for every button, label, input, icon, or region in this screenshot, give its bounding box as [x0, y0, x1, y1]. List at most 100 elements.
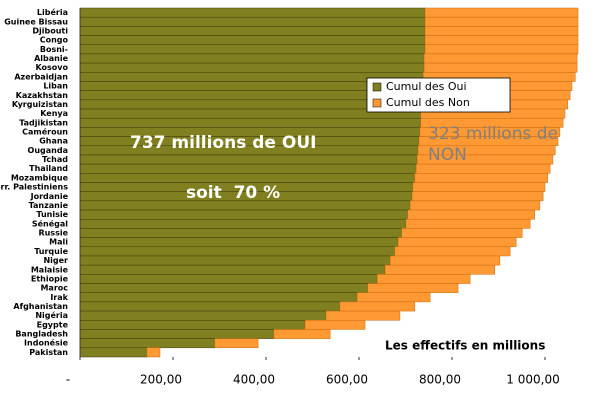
bar-segment: [367, 283, 459, 293]
category-label: Djibouti: [32, 26, 68, 35]
bar-segment: [414, 173, 549, 183]
x-tick-label: -: [66, 373, 70, 387]
annotation: soit 70 %: [186, 183, 280, 203]
category-label: Mali: [49, 238, 68, 247]
category-label: Irak: [50, 293, 68, 302]
category-label: Azerbaidjan: [14, 72, 68, 81]
bar-segment: [376, 274, 471, 284]
bar-segment: [214, 338, 259, 349]
bar-segment: [424, 44, 579, 55]
bar-segment: [424, 35, 579, 45]
category-label: Ethiopie: [31, 274, 69, 283]
bar-segment: [79, 44, 426, 55]
category-label: Pakistan: [29, 348, 68, 357]
category-label: Russie: [38, 229, 68, 238]
bar-segment: [79, 35, 426, 45]
category-label: Afghanistan: [13, 302, 68, 311]
category-label: Bosni-: [40, 45, 68, 54]
category-label: Indonésie: [24, 338, 69, 348]
bar-segment: [79, 218, 407, 229]
x-tick-label: 600,00: [326, 373, 368, 387]
category-label: Congo: [40, 36, 69, 45]
bar-segment: [423, 53, 578, 64]
category-label: Malaisie: [31, 265, 69, 274]
category-label: Maroc: [40, 284, 68, 293]
bar-segment: [79, 283, 369, 293]
bar-segment: [401, 228, 523, 238]
category-label: Mozambique: [11, 173, 69, 182]
bar-segment: [79, 255, 391, 266]
category-label: Sénégal: [32, 218, 68, 228]
category-label: Tanzanie: [29, 201, 69, 210]
category-label: Guinee Bissau: [4, 17, 68, 26]
category-label: Turquie: [34, 247, 68, 256]
bar-segment: [79, 7, 426, 18]
category-label: Kosovo: [35, 63, 68, 72]
bar-segment: [79, 329, 275, 339]
bar-segment: [394, 246, 511, 257]
bar-segment: [79, 163, 417, 174]
category-label: Tchad: [42, 155, 68, 164]
category-label: Nigéria: [35, 310, 68, 320]
category-label: Kazakhstan: [16, 91, 69, 100]
bar-segment: [79, 173, 416, 183]
category-label: Libéria: [37, 7, 68, 17]
bar-segment: [412, 182, 546, 192]
bar-segment: [79, 117, 422, 128]
bar-segment: [79, 292, 358, 303]
bar-segment: [79, 209, 409, 220]
category-label: Ouganda: [28, 146, 68, 155]
legend-box: [366, 77, 511, 113]
bar-segment: [79, 347, 148, 358]
category-label: Thailand: [29, 164, 68, 173]
x-tick-label: 200,00: [140, 373, 182, 387]
bar-segment: [325, 310, 401, 321]
bar-segment: [79, 310, 327, 321]
x-tick-label: 400,00: [233, 373, 275, 387]
bar-segment: [79, 264, 386, 275]
category-label: Bangladesh: [15, 330, 68, 339]
bar-segment: [411, 191, 544, 202]
bar-segment: [79, 26, 426, 36]
category-label: Jordanie: [30, 192, 69, 201]
bar-segment: [273, 329, 331, 339]
bar-segment: [409, 200, 541, 211]
category-label: Tunisie: [36, 210, 68, 219]
bar-segment: [79, 301, 341, 312]
legend-label: Cumul des Oui: [386, 80, 467, 93]
category-label: Caméroun: [22, 126, 68, 136]
bar-segment: [356, 292, 431, 303]
bar-segment: [423, 62, 578, 73]
bar-segment: [339, 301, 416, 312]
x-tick-label: 800,00: [419, 373, 461, 387]
category-label: Tadjikistan: [19, 118, 68, 127]
annotation: 323 millions de NON: [428, 124, 558, 165]
bar-segment: [79, 274, 378, 284]
bar-segment: [79, 320, 306, 330]
bar-segment: [79, 53, 425, 64]
bar-segment: [79, 237, 399, 248]
bar-segment: [407, 209, 536, 220]
bar-segment: [79, 154, 418, 165]
bar-segment: [405, 218, 531, 229]
bar-segment: [79, 16, 426, 27]
bar-segment: [79, 246, 396, 257]
category-label: Terr. Palestiniens: [0, 183, 68, 192]
bar-segment: [384, 264, 496, 275]
legend-swatch: [372, 98, 382, 108]
bar-segment: [79, 62, 425, 73]
legend-swatch: [372, 82, 382, 92]
bar-segment: [146, 347, 161, 358]
bar-segment: [79, 338, 216, 349]
category-label: Kenya: [40, 109, 68, 118]
category-label: Ghana: [39, 137, 68, 146]
category-label: Liban: [43, 82, 68, 91]
legend-label: Cumul des Non: [386, 96, 470, 109]
category-label: Albanie: [34, 54, 68, 63]
category-label: Egypte: [37, 320, 69, 329]
bar-segment: [397, 237, 517, 248]
bar-segment: [424, 16, 579, 27]
bar-segment: [304, 320, 366, 330]
